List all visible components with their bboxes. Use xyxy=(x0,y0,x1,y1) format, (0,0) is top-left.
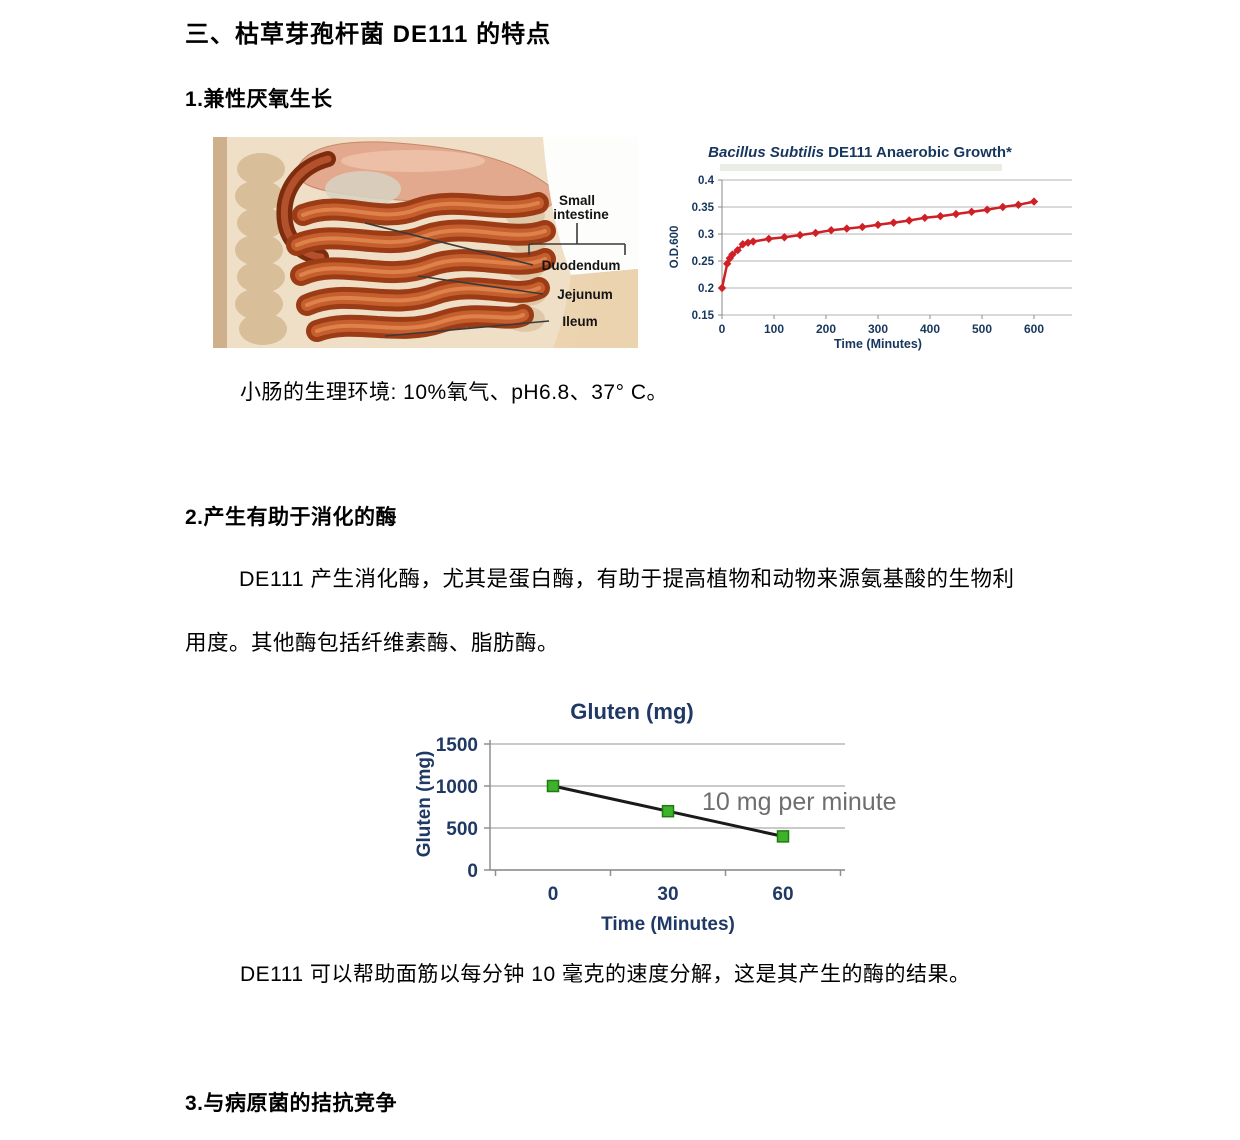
gluten-chart-title: Gluten (mg) xyxy=(570,699,693,724)
gluten-x-tick: 60 xyxy=(772,884,793,905)
growth-y-tick: 0.35 xyxy=(692,202,715,214)
growth-y-tick: 0.4 xyxy=(698,175,715,187)
growth-x-tick: 300 xyxy=(868,322,888,336)
gluten-data-marker xyxy=(661,804,675,818)
small-intestine-label-line1: Small xyxy=(559,193,595,208)
growth-data-marker xyxy=(764,234,773,244)
gluten-y-tick: 0 xyxy=(467,861,478,882)
faded-colon-left xyxy=(235,153,287,345)
gluten-x-tick: 0 xyxy=(548,884,559,905)
small-intestine-label-line2: intestine xyxy=(553,207,609,222)
growth-data-marker xyxy=(858,222,867,232)
section2-paragraph: DE111 产生消化酶，尤其是蛋白酶，有助于提高植物和动物来源氨基酸的生物利 用… xyxy=(185,567,1015,655)
growth-y-tick: 0.25 xyxy=(692,256,715,268)
growth-data-marker xyxy=(811,228,820,238)
growth-y-tick: 0.3 xyxy=(698,229,714,241)
growth-data-marker xyxy=(842,224,851,233)
growth-data-marker xyxy=(936,211,945,221)
growth-data-marker xyxy=(743,238,753,247)
growth-data-marker xyxy=(920,213,929,222)
growth-y-tick: 0.15 xyxy=(692,310,715,322)
growth-x-tick: 500 xyxy=(972,322,992,336)
intestine-coils xyxy=(286,192,556,342)
growth-data-marker xyxy=(889,218,898,227)
gluten-x-axis-label: Time (Minutes) xyxy=(601,914,735,935)
duodendum-label: Duodendum xyxy=(542,258,621,273)
gluten-data-marker xyxy=(776,830,790,843)
growth-y-tick: 0.2 xyxy=(698,283,714,295)
growth-data-marker xyxy=(951,209,961,219)
gluten-y-tick: 500 xyxy=(446,819,478,840)
section2-title: 2.产生有助于消化的酶 xyxy=(185,506,398,529)
ileum-label: Ileum xyxy=(562,314,597,329)
growth-data-marker xyxy=(873,220,883,230)
growth-y-axis-label: O.D.600 xyxy=(669,226,681,269)
growth-x-tick: 100 xyxy=(764,322,784,336)
small-intestine-illustration: Small intestine Duodendum Jejunum Ileum xyxy=(213,137,638,348)
growth-data-marker xyxy=(1014,200,1023,210)
gluten-data-marker xyxy=(546,779,560,793)
faded-subtitle-artifact xyxy=(720,164,1002,171)
growth-x-tick: 400 xyxy=(920,322,940,336)
anaerobic-growth-chart: Bacillus Subtilis DE111 Anaerobic Growth… xyxy=(669,144,1072,351)
leader-lines xyxy=(364,222,626,337)
label-panel xyxy=(543,137,638,275)
growth-data-marker xyxy=(827,226,836,235)
growth-data-marker xyxy=(795,230,805,240)
growth-data-marker xyxy=(1029,197,1039,206)
section1-title: 1.兼性厌氧生长 xyxy=(185,88,333,111)
gluten-y-tick: 1500 xyxy=(436,735,478,756)
growth-x-axis-label: Time (Minutes) xyxy=(834,337,922,351)
section1-caption: 小肠的生理环境: 10%氧气、pH6.8、37° C。 xyxy=(240,381,668,404)
section3-title: 3.与病原菌的拮抗竞争 xyxy=(185,1092,398,1115)
jejunum-label: Jejunum xyxy=(557,287,613,302)
growth-chart-title: Bacillus Subtilis DE111 Anaerobic Growth… xyxy=(708,144,1012,161)
growth-data-marker xyxy=(717,283,727,293)
section2-caption: DE111 可以帮助面筋以每分钟 10 毫克的速度分解，这是其产生的酶的结果。 xyxy=(240,963,971,986)
page-title: 三、枯草芽孢杆菌 DE111 的特点 xyxy=(185,21,552,48)
growth-x-tick: 0 xyxy=(719,322,726,336)
growth-data-marker xyxy=(905,216,914,225)
gluten-y-axis-label: Gluten (mg) xyxy=(414,751,435,858)
growth-series-line xyxy=(720,200,1035,289)
growth-data-marker xyxy=(967,207,976,217)
gluten-y-tick: 1000 xyxy=(436,777,478,798)
gluten-degradation-chart: Gluten (mg) 0 500 1000 1500 0 30 60 Time (Minute… xyxy=(414,699,897,935)
gluten-x-tick: 30 xyxy=(657,884,678,905)
pancreas-shape xyxy=(325,171,401,207)
growth-x-tick: 200 xyxy=(816,322,836,336)
gluten-annotation: 10 mg per minute xyxy=(702,788,897,816)
growth-data-marker xyxy=(998,202,1007,212)
growth-x-tick: 600 xyxy=(1024,322,1044,336)
